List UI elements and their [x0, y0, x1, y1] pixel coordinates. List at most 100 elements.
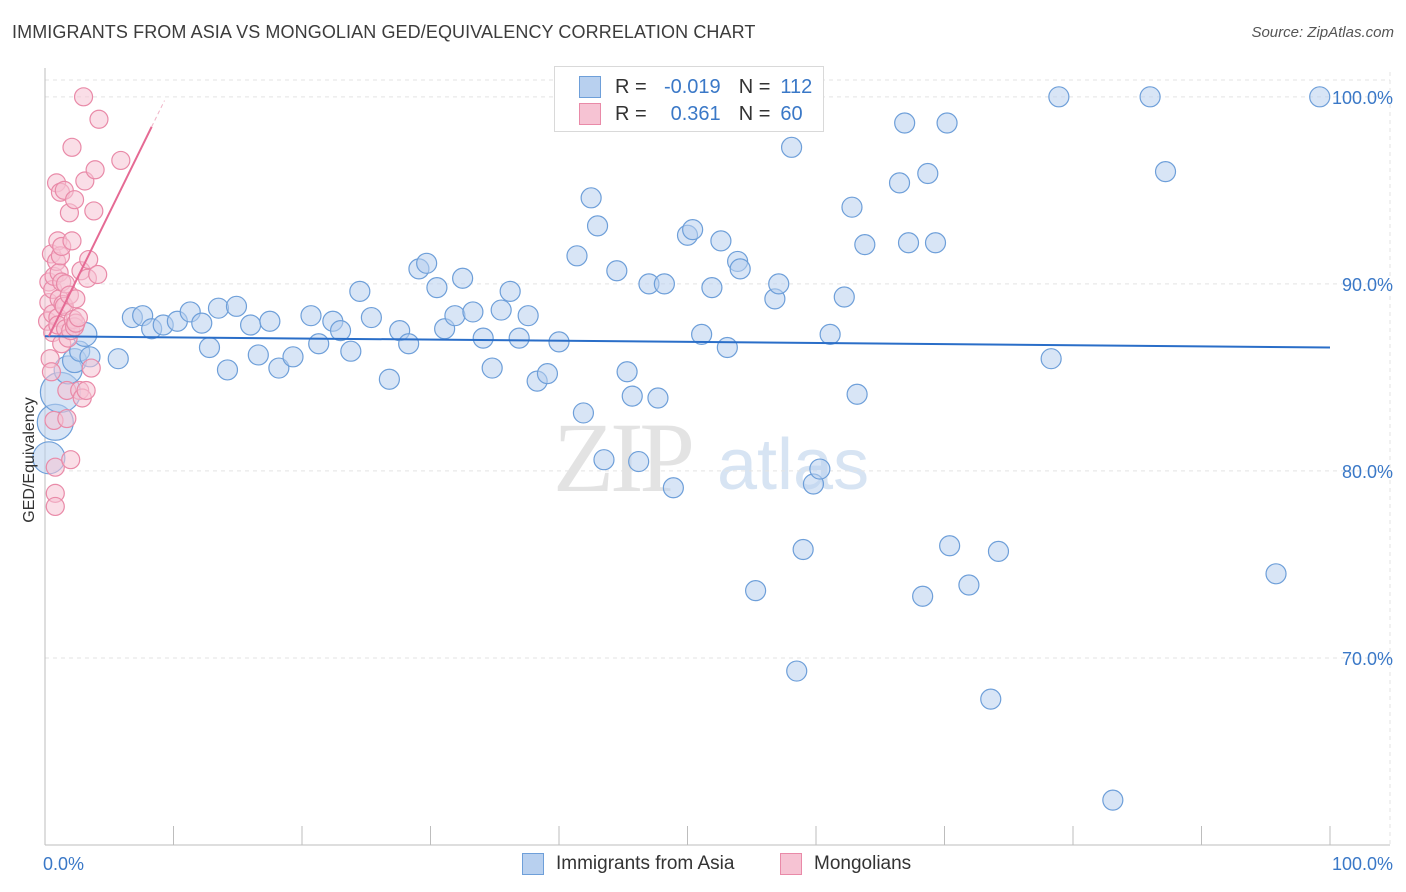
data-point: [349, 280, 371, 302]
data-point: [300, 305, 322, 327]
bottom-legend-asia: Immigrants from Asia: [522, 852, 734, 876]
data-point: [240, 314, 262, 336]
data-point: [481, 357, 503, 379]
chart-title: IMMIGRANTS FROM ASIA VS MONGOLIAN GED/EQ…: [12, 22, 756, 42]
data-point: [917, 162, 939, 185]
data-point: [462, 301, 484, 323]
data-point: [1048, 86, 1070, 108]
data-point: [259, 310, 281, 332]
data-point: [1309, 86, 1331, 108]
data-point: [1265, 563, 1287, 585]
data-point: [662, 477, 684, 499]
data-point: [586, 215, 609, 237]
data-point: [207, 297, 230, 319]
data-point: [81, 358, 101, 378]
tick-labels: 70.0% 80.0% 90.0% 100.0% 0.0% 100.0% GED/Equiv…: [21, 88, 1393, 874]
data-point: [548, 331, 570, 353]
data-point: [472, 327, 494, 349]
data-point: [897, 232, 920, 254]
legend-n-value: 112: [780, 75, 813, 98]
data-point: [912, 585, 934, 607]
data-point: [452, 267, 474, 289]
legend-swatch-mongolians: [579, 103, 601, 125]
data-point: [854, 233, 876, 256]
data-point: [1139, 86, 1161, 108]
data-point: [57, 408, 77, 429]
series-immigrants-from-asia: [32, 86, 1331, 811]
data-point: [792, 538, 814, 561]
data-point: [107, 348, 129, 370]
data-point: [76, 380, 96, 401]
data-point: [68, 307, 89, 328]
data-point: [939, 535, 961, 557]
x-tick-label-min: 0.0%: [43, 854, 84, 874]
x-tick-label-max: 100.0%: [1332, 854, 1393, 874]
bottom-legend-label-asia: Immigrants from Asia: [556, 853, 735, 874]
trend-line-mongolians: [47, 126, 153, 337]
data-point: [416, 252, 438, 274]
data-point: [268, 357, 290, 379]
data-point: [282, 346, 304, 368]
data-point: [566, 245, 588, 267]
data-point: [216, 359, 239, 381]
data-point: [809, 458, 831, 480]
series-mongolians: [37, 87, 131, 517]
data-point: [593, 449, 615, 471]
y-tick-label: 80.0%: [1342, 462, 1393, 482]
data-point: [924, 232, 947, 254]
data-point: [729, 258, 751, 280]
data-point: [987, 540, 1010, 562]
data-point: [508, 327, 530, 349]
data-point: [41, 362, 62, 382]
data-point: [580, 187, 602, 209]
data-point: [682, 219, 704, 241]
y-tick-label: 90.0%: [1342, 275, 1393, 295]
data-point: [89, 109, 109, 129]
data-point: [62, 137, 82, 157]
data-point: [621, 385, 643, 407]
data-point: [490, 299, 512, 321]
data-point: [1154, 161, 1177, 183]
data-point: [616, 361, 638, 383]
bottom-legend-label-mongolians: Mongolians: [814, 853, 912, 874]
data-point: [191, 312, 213, 334]
data-point: [536, 363, 559, 385]
trend-lines: [44, 100, 1331, 349]
data-point: [111, 150, 131, 171]
legend-row-asia: R = -0.019 N = 112: [579, 74, 812, 100]
legend-r-label: R =: [615, 75, 647, 98]
data-point: [329, 320, 352, 342]
data-point: [378, 368, 400, 390]
data-point: [62, 231, 82, 251]
data-point: [833, 286, 855, 308]
trend-line-mongolians-extension: [151, 100, 165, 127]
data-point: [340, 340, 362, 362]
legend-r-value: -0.019: [663, 75, 721, 98]
y-tick-label: 70.0%: [1342, 649, 1393, 669]
data-point: [247, 344, 269, 366]
trend-line-asia: [44, 335, 1331, 349]
data-point: [444, 305, 466, 327]
data-point: [61, 450, 81, 470]
bottom-legend-swatch-asia: [522, 853, 544, 875]
legend-n-label: N =: [738, 102, 771, 125]
data-point: [606, 260, 628, 282]
data-point: [701, 277, 723, 299]
data-point: [426, 277, 448, 299]
data-point: [225, 295, 248, 317]
stats-legend: R = -0.019 N = 112 R = 0.361 N = 60: [554, 66, 824, 132]
data-point: [710, 230, 732, 252]
watermark-atlas: atlas: [717, 425, 870, 505]
data-point: [691, 323, 713, 345]
data-point: [716, 336, 738, 359]
data-point: [980, 688, 1002, 710]
data-point: [894, 112, 916, 134]
data-point: [780, 136, 803, 158]
data-point: [653, 273, 675, 295]
bottom-legend-swatch-mongolians: [780, 853, 802, 875]
data-point: [819, 323, 841, 345]
data-point: [398, 333, 420, 355]
data-point: [308, 333, 330, 355]
gridlines: [45, 72, 1391, 845]
data-point: [786, 660, 808, 682]
